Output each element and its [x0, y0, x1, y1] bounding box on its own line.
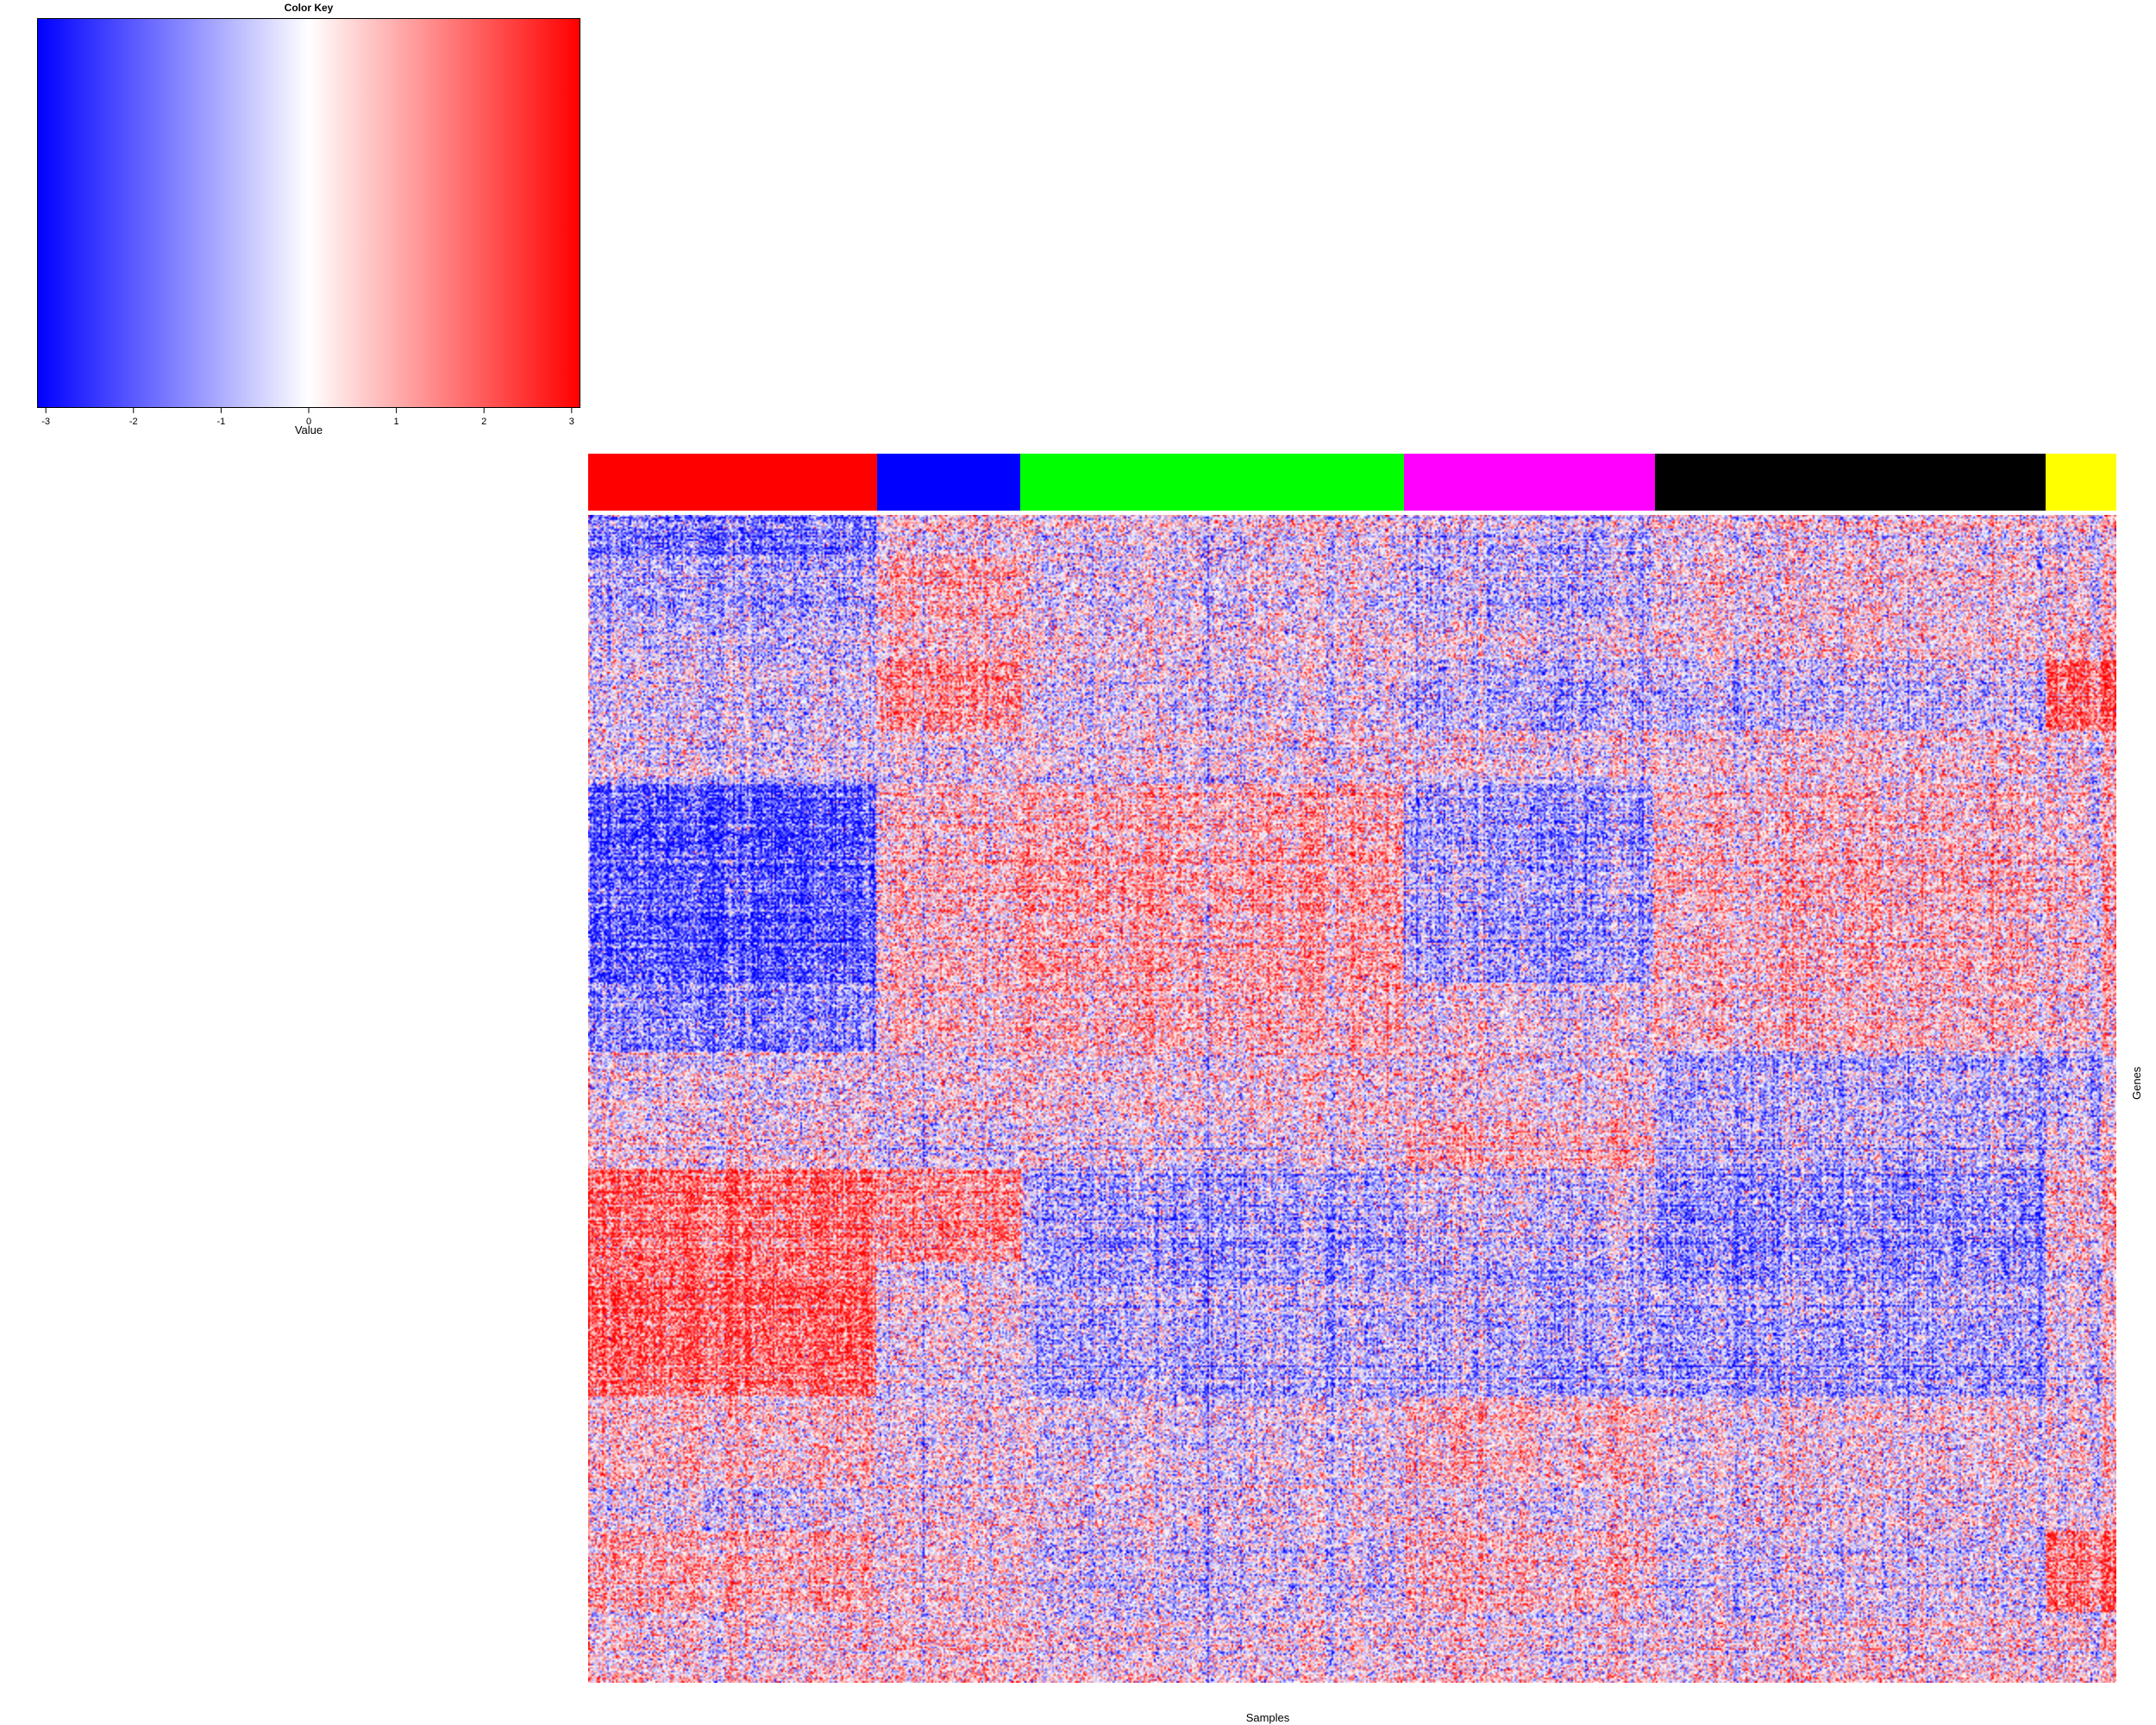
color-key-xlabel: Value	[294, 423, 323, 436]
sidebar-group-blue	[876, 454, 1021, 511]
sidebar-group-black	[1654, 454, 2046, 511]
sidebar-group-yellow	[2046, 454, 2116, 511]
x-axis-label: Samples	[1245, 1711, 1290, 1724]
color-key-gradient	[37, 18, 580, 408]
heatmap-grid	[588, 515, 2116, 1683]
color-key-tick-label: 0	[306, 417, 311, 427]
sample-group-sidebar	[588, 454, 2116, 511]
color-key-tick-label: -1	[216, 417, 225, 427]
color-key-title: Color Key	[284, 2, 334, 14]
color-key-tick-label: 3	[569, 417, 574, 427]
sidebar-group-green	[1020, 454, 1405, 511]
color-key-tick-label: 1	[394, 417, 399, 427]
sidebar-group-red	[588, 454, 877, 511]
color-key-axis: -3 -2 -1 0 1 2 3	[41, 408, 574, 427]
sidebar-group-magenta	[1404, 454, 1655, 511]
color-key-tick-label: 2	[481, 417, 486, 427]
color-key-tick-label: -3	[41, 417, 50, 427]
y-axis-label: Genes	[2130, 1066, 2143, 1100]
color-key-tick-label: -2	[129, 417, 138, 427]
